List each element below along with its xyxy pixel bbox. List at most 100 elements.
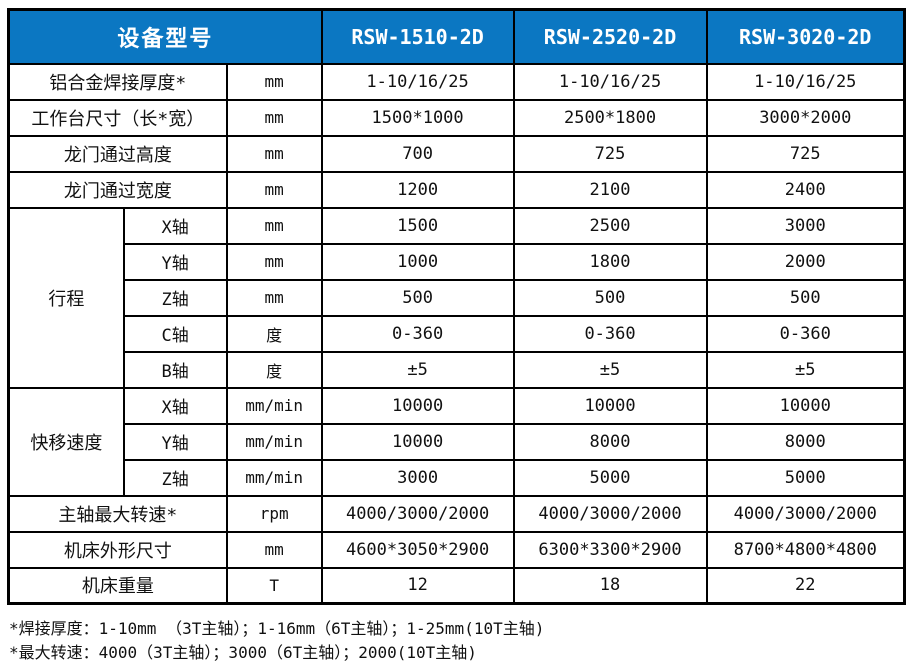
table-row: 龙门通过高度 mm 700 725 725 [7, 134, 906, 173]
value-cell: 12 [320, 566, 515, 605]
value-cell: 1-10/16/25 [512, 62, 708, 101]
axis-label: Z轴 [122, 278, 228, 317]
value-cell: 8700*4800*4800 [705, 530, 906, 569]
value-cell: 22 [705, 566, 906, 605]
value-cell: ±5 [705, 350, 906, 389]
table-row: 快移速度 X轴 mm/min 10000 10000 10000 [7, 386, 906, 497]
value-cell: 2500 [512, 206, 708, 245]
axis-label: Y轴 [122, 242, 228, 281]
unit-cell: 度 [225, 314, 323, 353]
value-cell: 4600*3050*2900 [320, 530, 515, 569]
unit-cell: mm/min [225, 458, 323, 497]
row-label: 主轴最大转速* [7, 494, 228, 533]
table-row: Z轴 mm/min 3000 5000 5000 [9, 458, 906, 497]
table-row: Z轴 mm 500 500 500 [9, 278, 906, 317]
axis-label: B轴 [122, 350, 228, 389]
row-label: 机床重量 [7, 566, 228, 605]
axis-label: C轴 [122, 314, 228, 353]
value-cell: 1500 [320, 206, 515, 245]
value-cell: ±5 [320, 350, 515, 389]
value-cell: 725 [705, 134, 906, 173]
table-header-row: 设备型号 RSW-1510-2D RSW-2520-2D RSW-3020-2D [7, 8, 906, 65]
value-cell: 2500*1800 [512, 98, 708, 137]
value-cell: 500 [705, 278, 906, 317]
axis-label: Z轴 [122, 458, 228, 497]
value-cell: 3000*2000 [705, 98, 906, 137]
value-cell: 1000 [320, 242, 515, 281]
unit-cell: mm/min [225, 386, 323, 425]
value-cell: 1-10/16/25 [320, 62, 515, 101]
value-cell: 700 [320, 134, 515, 173]
value-cell: 6300*3300*2900 [512, 530, 708, 569]
axis-label: Y轴 [122, 422, 228, 461]
unit-cell: mm [225, 278, 323, 317]
value-cell: 1200 [320, 170, 515, 209]
value-cell: 10000 [320, 386, 515, 425]
table-row: Y轴 mm/min 10000 8000 8000 [9, 422, 906, 461]
unit-cell: 度 [225, 350, 323, 389]
value-cell: 10000 [512, 386, 708, 425]
value-cell: 0-360 [320, 314, 515, 353]
value-cell: 2100 [512, 170, 708, 209]
row-label: 工作台尺寸（长*宽） [7, 98, 228, 137]
group-label-rapid: 快移速度 [7, 386, 125, 497]
value-cell: 1-10/16/25 [705, 62, 906, 101]
model-header-3: RSW-3020-2D [705, 8, 906, 65]
axis-label: X轴 [122, 386, 228, 425]
value-cell: 1800 [512, 242, 708, 281]
model-header-2: RSW-2520-2D [512, 8, 708, 65]
table-row: 主轴最大转速* rpm 4000/3000/2000 4000/3000/200… [7, 494, 906, 533]
value-cell: 0-360 [512, 314, 708, 353]
value-cell: 1500*1000 [320, 98, 515, 137]
unit-cell: mm [225, 170, 323, 209]
table-row: 铝合金焊接厚度* mm 1-10/16/25 1-10/16/25 1-10/1… [7, 62, 906, 101]
value-cell: 0-360 [705, 314, 906, 353]
footnotes: *焊接厚度：1-10mm （3T主轴）；1-16mm（6T主轴）；1-25mm(… [7, 617, 906, 665]
value-cell: 4000/3000/2000 [512, 494, 708, 533]
footnote-max-speed: *最大转速：4000（3T主轴）；3000（6T主轴）；2000(10T主轴) [9, 643, 477, 662]
value-cell: ±5 [512, 350, 708, 389]
value-cell: 4000/3000/2000 [320, 494, 515, 533]
table-row: 机床外形尺寸 mm 4600*3050*2900 6300*3300*2900 … [7, 530, 906, 569]
unit-cell: T [225, 566, 323, 605]
spec-table: 设备型号 RSW-1510-2D RSW-2520-2D RSW-3020-2D… [7, 8, 906, 605]
value-cell: 5000 [512, 458, 708, 497]
value-cell: 5000 [705, 458, 906, 497]
value-cell: 8000 [705, 422, 906, 461]
table-row: C轴 度 0-360 0-360 0-360 [9, 314, 906, 353]
group-label-stroke: 行程 [7, 206, 125, 389]
value-cell: 8000 [512, 422, 708, 461]
unit-cell: mm [225, 62, 323, 101]
table-row: 工作台尺寸（长*宽） mm 1500*1000 2500*1800 3000*2… [7, 98, 906, 137]
row-label: 龙门通过高度 [7, 134, 228, 173]
unit-cell: rpm [225, 494, 323, 533]
value-cell: 3000 [320, 458, 515, 497]
value-cell: 2400 [705, 170, 906, 209]
table-row: 机床重量 T 12 18 22 [7, 566, 906, 605]
row-label: 龙门通过宽度 [7, 170, 228, 209]
row-label: 铝合金焊接厚度* [7, 62, 228, 101]
value-cell: 725 [512, 134, 708, 173]
row-label: 机床外形尺寸 [7, 530, 228, 569]
table-row: 行程 X轴 mm 1500 2500 3000 [7, 206, 906, 389]
axis-label: X轴 [122, 206, 228, 245]
value-cell: 500 [512, 278, 708, 317]
unit-cell: mm [225, 98, 323, 137]
device-model-header: 设备型号 [7, 8, 323, 65]
table-row: Y轴 mm 1000 1800 2000 [9, 242, 906, 281]
value-cell: 500 [320, 278, 515, 317]
value-cell: 4000/3000/2000 [705, 494, 906, 533]
footnote-welding-thickness: *焊接厚度：1-10mm （3T主轴）；1-16mm（6T主轴）；1-25mm(… [9, 619, 545, 638]
value-cell: 10000 [705, 386, 906, 425]
unit-cell: mm/min [225, 422, 323, 461]
unit-cell: mm [225, 206, 323, 245]
unit-cell: mm [225, 242, 323, 281]
value-cell: 10000 [320, 422, 515, 461]
value-cell: 2000 [705, 242, 906, 281]
table-row: B轴 度 ±5 ±5 ±5 [9, 350, 906, 389]
model-header-1: RSW-1510-2D [320, 8, 515, 65]
table-row: 龙门通过宽度 mm 1200 2100 2400 [7, 170, 906, 209]
value-cell: 18 [512, 566, 708, 605]
value-cell: 3000 [705, 206, 906, 245]
